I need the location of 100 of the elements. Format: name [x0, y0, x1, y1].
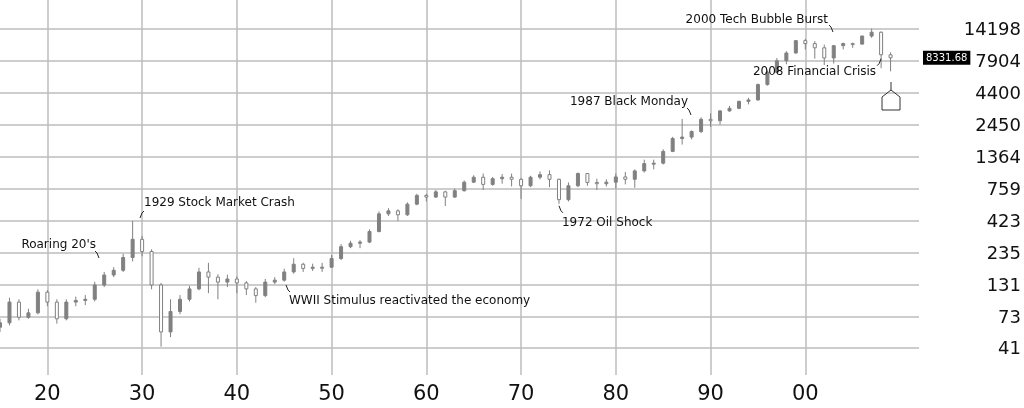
annotation: 1987 Black Monday — [569, 94, 688, 108]
candlestick — [528, 175, 533, 188]
candlestick — [102, 271, 107, 288]
candlestick — [16, 298, 21, 321]
candlestick — [538, 170, 543, 180]
candlestick — [566, 181, 571, 202]
candlestick — [329, 254, 334, 269]
x-tick-label: 70 — [507, 380, 535, 405]
candlestick — [784, 50, 789, 65]
candlestick — [699, 116, 704, 134]
y-tick-label: 235 — [986, 242, 1021, 264]
candlestick — [452, 188, 457, 199]
candlestick — [755, 83, 760, 102]
candlestick — [282, 268, 287, 283]
candlestick — [187, 285, 192, 303]
candlestick — [604, 178, 609, 187]
candlestick — [547, 169, 552, 188]
y-tick-label: 14198 — [963, 18, 1021, 40]
y-tick-label: 1364 — [975, 146, 1021, 168]
candlestick — [376, 210, 381, 233]
candlestick — [462, 180, 467, 192]
candlestick — [405, 201, 410, 217]
candlestick — [291, 257, 296, 275]
x-tick-label: 60 — [412, 380, 440, 405]
candlestick — [339, 243, 344, 261]
candlestick — [632, 168, 637, 189]
y-tick-label: 4400 — [975, 82, 1021, 104]
candlestick — [253, 286, 258, 304]
text: 8331.68 — [926, 52, 968, 64]
candlestick — [727, 105, 732, 113]
candlestick — [395, 208, 400, 222]
candlestick — [178, 294, 183, 315]
candlestick — [244, 280, 249, 296]
candlestick — [83, 294, 88, 306]
candlestick — [661, 148, 666, 166]
candlestick — [64, 298, 69, 321]
candlestick — [196, 267, 201, 291]
annotation: WWII Stimulus reactivated the economy — [289, 293, 531, 307]
candlestick — [348, 240, 353, 249]
candlestick — [490, 176, 495, 187]
candlestick — [159, 282, 164, 348]
annotation: 1972 Oil Shock — [561, 214, 653, 229]
candlestick — [793, 39, 798, 55]
candlestick — [585, 172, 590, 187]
candlestick — [7, 297, 12, 326]
annotation: 2000 Tech Bubble Burst — [685, 12, 829, 26]
candlestick — [500, 173, 505, 185]
candlestick — [850, 42, 855, 49]
candlestick — [822, 44, 827, 66]
candlestick — [831, 44, 836, 65]
candlestick — [358, 239, 363, 249]
candlestick — [736, 100, 741, 110]
x-tick-label: 90 — [697, 380, 724, 405]
annotation: Roaring 20's — [21, 237, 96, 251]
candlestick — [670, 136, 675, 153]
y-tick-label: 2450 — [975, 114, 1021, 136]
candlestick — [301, 262, 306, 273]
candlestick — [556, 178, 561, 205]
candlestick — [718, 109, 723, 126]
candlestick — [869, 28, 874, 39]
candlestick — [45, 289, 50, 307]
candlestick — [92, 281, 97, 303]
candlestick — [234, 275, 239, 294]
candlestick — [320, 262, 325, 273]
candlestick — [519, 177, 524, 200]
candlestick — [812, 40, 817, 60]
candlestick — [35, 288, 40, 315]
y-tick-label: 759 — [986, 178, 1021, 200]
candlestick — [613, 173, 618, 190]
candlestick — [680, 118, 685, 146]
candlestick — [841, 42, 846, 50]
candlestick — [471, 174, 476, 184]
candlestick — [225, 274, 230, 288]
candlestick — [272, 276, 277, 285]
candlestick — [130, 220, 135, 262]
candlestick — [414, 193, 419, 206]
candlestick — [121, 253, 126, 273]
candlestick — [594, 178, 599, 191]
candlestick — [642, 159, 647, 173]
candlestick — [575, 171, 580, 188]
annotation: 2008 Financial Crisis — [752, 63, 877, 78]
y-tick-label: 7904 — [975, 50, 1021, 72]
candlestick — [149, 248, 154, 290]
x-tick-label: 50 — [318, 380, 345, 405]
candlestick — [263, 278, 268, 298]
candlestick — [803, 38, 808, 50]
candlestick — [367, 228, 372, 244]
candlestick — [424, 193, 429, 202]
candlestick — [386, 207, 391, 217]
candlestick — [310, 263, 315, 272]
candlestick — [140, 235, 145, 257]
x-tick-label: 40 — [223, 380, 251, 405]
candlestick — [509, 173, 514, 187]
candlestick — [746, 97, 751, 105]
candlestick — [168, 298, 173, 338]
x-tick-label: 00 — [791, 380, 819, 405]
candlestick — [73, 296, 78, 307]
candlestick — [26, 308, 31, 320]
candlestick — [433, 189, 438, 199]
y-tick-label: 41 — [998, 337, 1021, 359]
